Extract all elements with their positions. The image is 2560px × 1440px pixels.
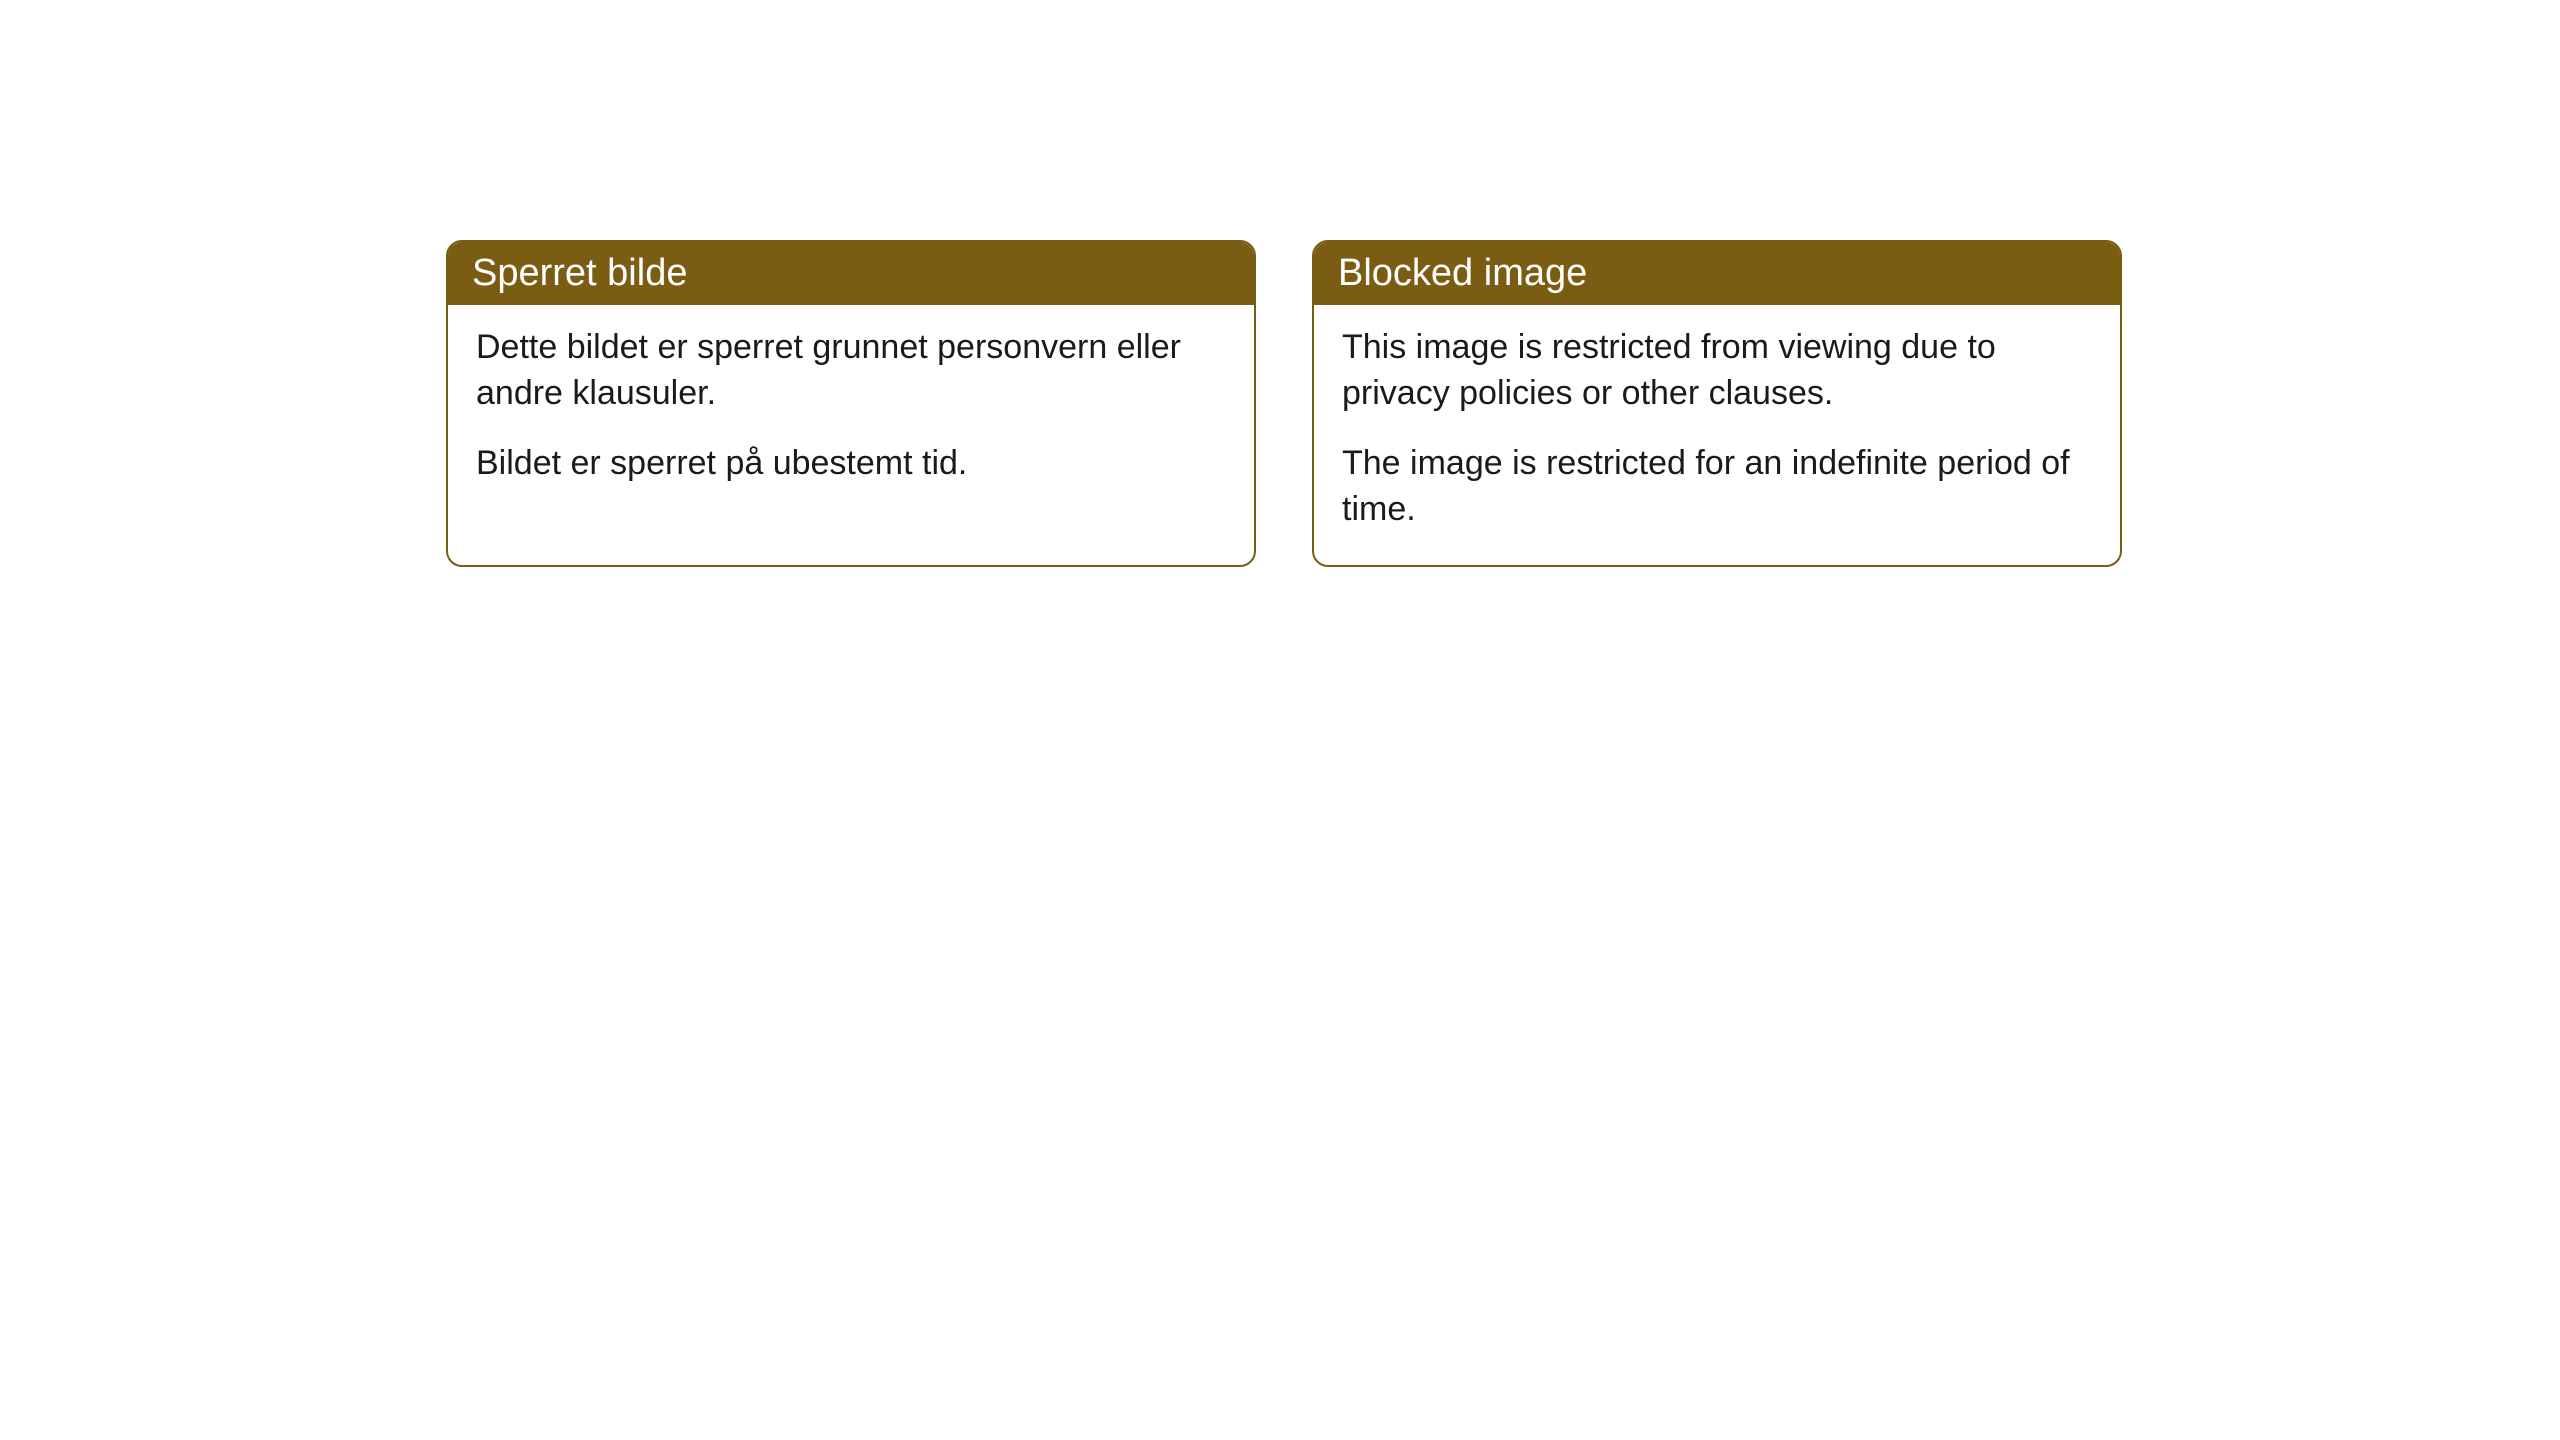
notice-text-2: The image is restricted for an indefinit… [1342, 441, 2092, 533]
card-body: Dette bildet er sperret grunnet personve… [448, 305, 1254, 519]
card-header: Blocked image [1314, 242, 2120, 305]
notice-text-1: Dette bildet er sperret grunnet personve… [476, 325, 1226, 417]
card-header: Sperret bilde [448, 242, 1254, 305]
card-body: This image is restricted from viewing du… [1314, 305, 2120, 565]
notices-container: Sperret bilde Dette bildet er sperret gr… [0, 0, 2560, 567]
card-title: Sperret bilde [472, 252, 687, 294]
notice-card-norwegian: Sperret bilde Dette bildet er sperret gr… [446, 240, 1256, 567]
notice-text-2: Bildet er sperret på ubestemt tid. [476, 441, 1226, 487]
card-title: Blocked image [1338, 252, 1587, 294]
notice-text-1: This image is restricted from viewing du… [1342, 325, 2092, 417]
notice-card-english: Blocked image This image is restricted f… [1312, 240, 2122, 567]
